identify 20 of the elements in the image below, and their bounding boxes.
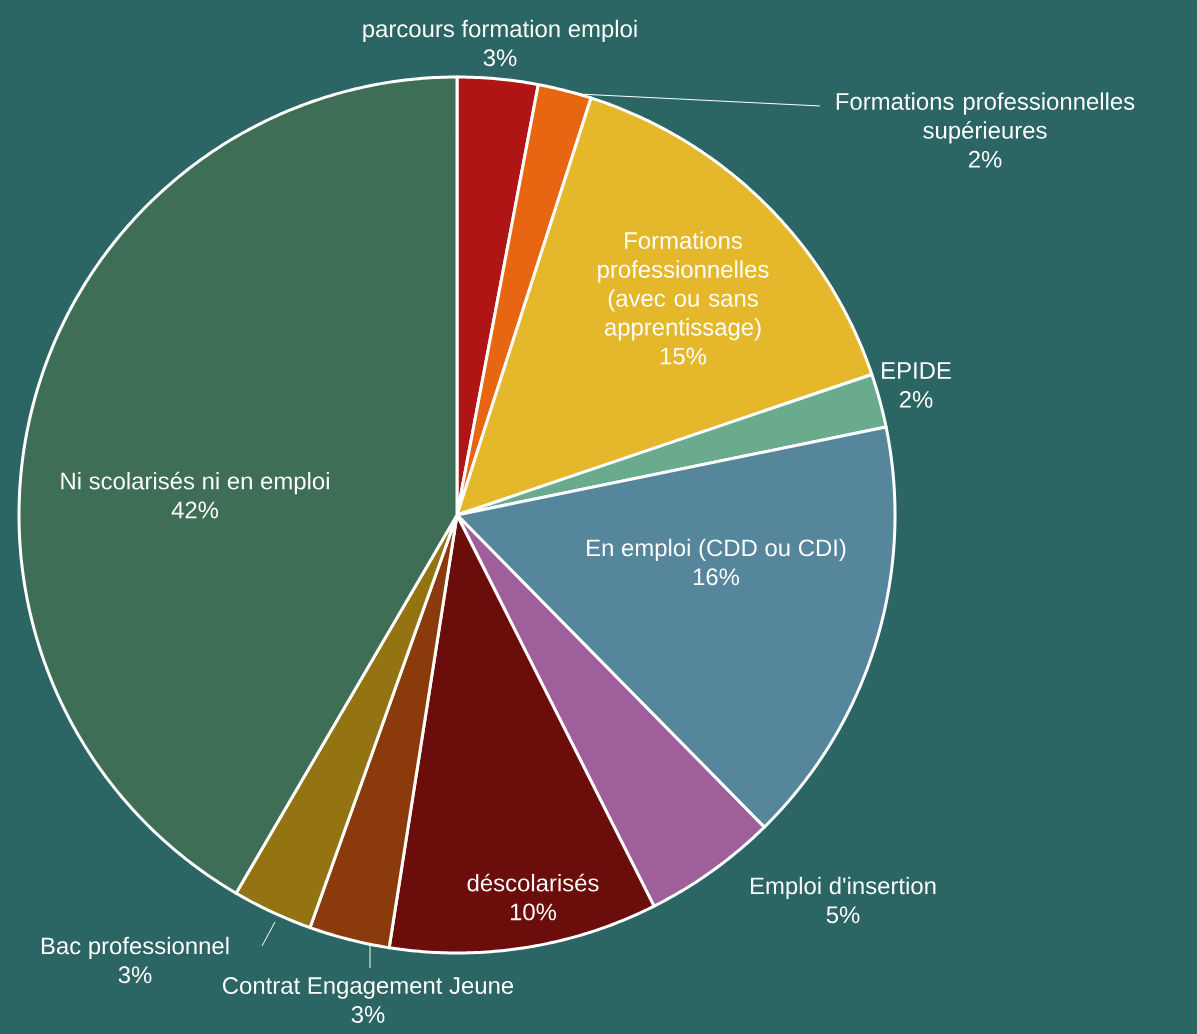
slice-label: Formations professionnelles supérieures	[836, 92, 1135, 144]
slice-label: déscolarisés	[467, 873, 599, 892]
slice-label: Emploi d'insertion	[751, 876, 936, 900]
data-label: 15%	[660, 347, 707, 365]
slice-label: En emploi (CDD ou CDI)	[587, 538, 846, 562]
data-label: 42%	[171, 501, 219, 519]
data-label: 16%	[693, 568, 740, 586]
data-label: 5%	[826, 906, 860, 924]
slice-label: Ni scolarisés ni en emploi	[61, 471, 329, 495]
data-label: 3%	[351, 1005, 385, 1023]
data-label: 3%	[118, 966, 152, 984]
data-label: 10%	[510, 903, 557, 921]
data-label: 2%	[968, 150, 1002, 168]
slice-label: EPIDE	[882, 362, 951, 379]
slice-label: Formations professionnelles (avec ou sans apprentissage)	[598, 231, 769, 341]
slice-label: Contrat Engagement Jeune	[223, 977, 514, 999]
data-label: 3%	[483, 49, 517, 67]
data-label: 2%	[899, 390, 933, 408]
slice-label: parcours formation emploi	[363, 19, 637, 43]
legend-label: Bac professionnel	[41, 936, 229, 960]
